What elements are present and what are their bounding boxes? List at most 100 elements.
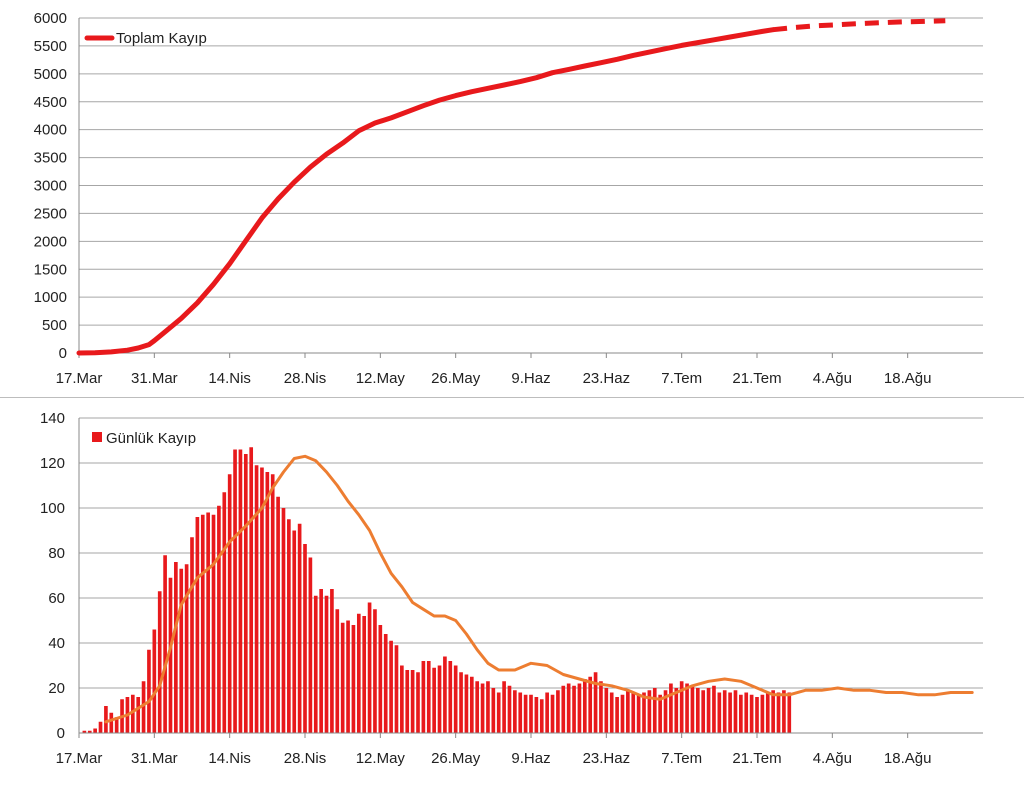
cumulative-deaths-chart: 0 500 1000 1500 2000 2500 3000 3500 4000 4500 5000…: [34, 10, 983, 387]
legend-label-toplam-kayip: Toplam Kayıp: [116, 30, 207, 47]
daily-death-bar: [335, 609, 340, 733]
daily-death-bar: [190, 537, 194, 733]
x-tick-label-14-nis: 14.Nis: [208, 750, 251, 767]
daily-death-bar: [507, 685, 512, 733]
daily-death-bar: [577, 683, 582, 733]
x-tick-label-4-a-u: 4.Ağu: [813, 750, 852, 767]
daily-death-bar: [394, 645, 399, 733]
y-tick-label-0: 0: [57, 725, 65, 742]
daily-death-bar: [679, 681, 684, 733]
daily-death-bar: [652, 688, 657, 733]
daily-death-bar: [469, 676, 474, 733]
daily-death-bar: [330, 589, 334, 733]
x-tick-label-26-may: 26.May: [431, 370, 481, 387]
x-tick-label-7-tem: 7.Tem: [661, 750, 702, 767]
daily-death-bar: [157, 591, 162, 733]
daily-death-bar: [319, 589, 323, 733]
daily-death-bar: [717, 692, 722, 733]
y-axis-tick-labels: 0 20 40 60 80 100 120 140: [40, 410, 65, 742]
daily-death-bar: [308, 557, 313, 733]
daily-death-bar: [760, 694, 765, 733]
daily-death-bar: [238, 449, 243, 733]
y-tick-label-60: 60: [48, 590, 65, 607]
daily-death-bar: [491, 688, 496, 733]
daily-death-bar: [545, 692, 549, 733]
daily-death-bar: [728, 692, 732, 733]
daily-death-bar: [351, 625, 356, 733]
daily-death-bar: [313, 595, 318, 733]
daily-death-bar: [582, 679, 587, 733]
daily-death-bar: [502, 681, 506, 733]
x-axis-tick-labels: 17.Mar 31.Mar 14.Nis 28.Nis 12.May 26.May 9.Ha…: [56, 353, 931, 387]
daily-death-bar: [206, 512, 210, 733]
daily-death-bar: [787, 692, 792, 733]
y-tick-label-1000: 1000: [34, 289, 67, 306]
daily-death-bar: [669, 683, 673, 733]
daily-death-bar: [147, 649, 151, 733]
daily-death-bar: [346, 620, 350, 733]
daily-death-bar: [130, 694, 135, 733]
daily-death-bar: [685, 683, 689, 733]
daily-death-bar: [604, 688, 609, 733]
y-tick-label-80: 80: [48, 545, 65, 562]
daily-death-bar: [217, 505, 221, 733]
daily-death-bar: [163, 555, 167, 733]
daily-death-bar: [647, 690, 652, 733]
legend: Günlük Kayıp: [92, 430, 196, 447]
daily-death-bar: [448, 661, 453, 733]
daily-death-bar: [136, 697, 141, 733]
daily-death-bar: [416, 672, 420, 733]
daily-death-bar: [464, 674, 469, 733]
daily-death-bar: [82, 730, 87, 733]
cumulative-deaths-line: [76, 27, 776, 356]
y-tick-label-4500: 4500: [34, 94, 67, 111]
cumulative-deaths-chart-panel: 0 500 1000 1500 2000 2500 3000 3500 4000 4500 5000…: [0, 10, 1024, 398]
daily-death-bar: [496, 692, 501, 733]
x-tick-label-23-haz: 23.Haz: [583, 750, 631, 767]
daily-death-bar: [324, 595, 329, 733]
daily-death-bar: [782, 690, 786, 733]
daily-death-bar: [609, 692, 614, 733]
y-tick-label-120: 120: [40, 455, 65, 472]
daily-death-bar: [636, 694, 641, 733]
daily-death-bar: [443, 656, 447, 733]
daily-death-bar: [539, 699, 544, 733]
daily-death-bar: [432, 667, 436, 733]
daily-death-bar: [749, 694, 754, 733]
daily-death-bar: [765, 692, 770, 733]
daily-death-bar: [179, 568, 184, 733]
daily-death-bar: [475, 681, 480, 733]
daily-death-bar: [529, 694, 533, 733]
daily-death-bar: [620, 694, 625, 733]
y-tick-label-140: 140: [40, 410, 65, 427]
daily-death-bar: [733, 690, 738, 733]
daily-death-bar: [739, 694, 743, 733]
daily-death-bar: [292, 530, 297, 733]
x-tick-label-12-may: 12.May: [356, 750, 406, 767]
daily-death-bar: [356, 613, 361, 733]
daily-death-bar: [389, 640, 393, 733]
y-tick-label-0: 0: [59, 345, 67, 362]
daily-death-bar: [459, 672, 463, 733]
y-tick-label-3000: 3000: [34, 178, 67, 195]
daily-death-bar: [550, 694, 555, 733]
daily-death-bar: [367, 602, 372, 733]
daily-death-bar: [561, 685, 566, 733]
daily-death-bar: [362, 616, 367, 733]
daily-death-bar: [98, 721, 103, 733]
x-axis-tick-labels: 17.Mar 31.Mar 14.Nis 28.Nis 12.May 26.May 9.Ha…: [56, 733, 931, 767]
daily-death-bar: [572, 685, 576, 733]
daily-death-bar: [690, 685, 695, 733]
daily-death-bar: [566, 683, 571, 733]
legend: Toplam Kayıp: [84, 30, 207, 47]
y-tick-label-2500: 2500: [34, 205, 67, 222]
y-tick-label-500: 500: [42, 317, 67, 334]
daily-death-bar: [556, 690, 560, 733]
daily-death-bar: [109, 712, 114, 733]
x-tick-label-9-haz: 9.Haz: [511, 370, 550, 387]
daily-death-bar: [400, 665, 404, 733]
daily-death-bar: [222, 492, 227, 733]
x-tick-label-21-tem: 21.Tem: [732, 370, 781, 387]
x-tick-label-17-mar: 17.Mar: [56, 750, 103, 767]
daily-death-bar: [706, 688, 711, 733]
